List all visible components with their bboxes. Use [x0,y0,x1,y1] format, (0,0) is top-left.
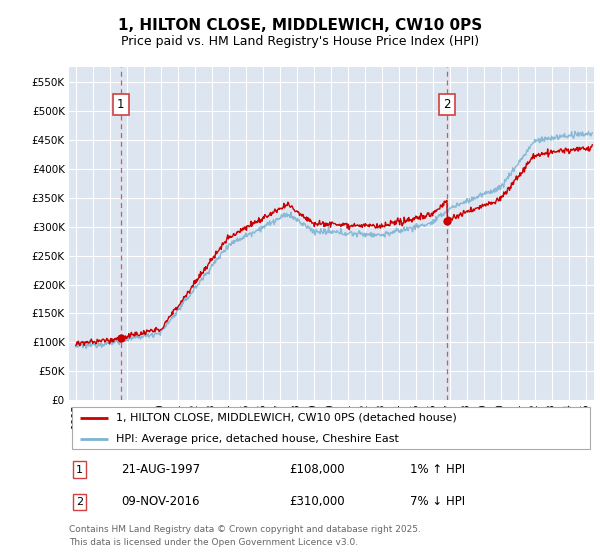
Text: 1% ↑ HPI: 1% ↑ HPI [410,463,466,476]
FancyBboxPatch shape [71,407,590,449]
Text: 21-AUG-1997: 21-AUG-1997 [121,463,200,476]
Text: £108,000: £108,000 [290,463,345,476]
Text: 2: 2 [443,99,451,111]
Text: 7% ↓ HPI: 7% ↓ HPI [410,496,466,508]
Text: Contains HM Land Registry data © Crown copyright and database right 2025.
This d: Contains HM Land Registry data © Crown c… [69,525,421,547]
Text: HPI: Average price, detached house, Cheshire East: HPI: Average price, detached house, Ches… [116,434,399,444]
Text: £310,000: £310,000 [290,496,345,508]
Text: 1, HILTON CLOSE, MIDDLEWICH, CW10 0PS: 1, HILTON CLOSE, MIDDLEWICH, CW10 0PS [118,18,482,32]
Text: Price paid vs. HM Land Registry's House Price Index (HPI): Price paid vs. HM Land Registry's House … [121,35,479,49]
Text: 1: 1 [76,465,83,475]
Text: 1: 1 [117,99,124,111]
Text: 2: 2 [76,497,83,507]
Text: 09-NOV-2016: 09-NOV-2016 [121,496,200,508]
Text: 1, HILTON CLOSE, MIDDLEWICH, CW10 0PS (detached house): 1, HILTON CLOSE, MIDDLEWICH, CW10 0PS (d… [116,413,457,423]
